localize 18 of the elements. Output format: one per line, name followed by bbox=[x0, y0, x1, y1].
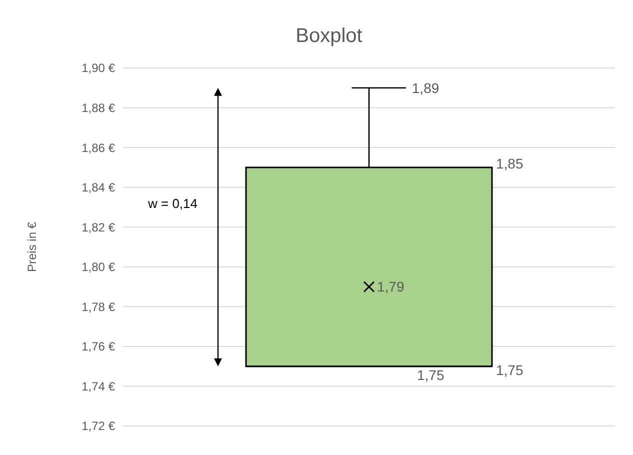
annotation: 1,75 bbox=[496, 362, 524, 378]
y-tick-label: 1,84 € bbox=[82, 180, 116, 195]
y-tick-label: 1,90 € bbox=[82, 61, 116, 76]
annotation: 1,89 bbox=[412, 80, 440, 96]
annotation: w = 0,14 bbox=[147, 196, 198, 211]
y-tick-label: 1,74 € bbox=[82, 379, 116, 394]
annotation: 1,85 bbox=[496, 155, 524, 172]
chart-title: Boxplot bbox=[296, 25, 363, 47]
y-tick-label: 1,86 € bbox=[82, 140, 116, 155]
annotation: 1,79 bbox=[377, 278, 404, 295]
y-tick-label: 1,78 € bbox=[82, 300, 116, 314]
y-tick-label: 1,82 € bbox=[82, 220, 116, 234]
annotation: 1,75 bbox=[417, 367, 444, 384]
y-axis-title: Preis in € bbox=[25, 222, 39, 272]
y-tick-label: 1,76 € bbox=[82, 340, 116, 354]
y-tick-label: 1,88 € bbox=[82, 100, 116, 115]
y-tick-label: 1,80 € bbox=[82, 260, 116, 274]
y-tick-label: 1,72 € bbox=[82, 419, 116, 434]
